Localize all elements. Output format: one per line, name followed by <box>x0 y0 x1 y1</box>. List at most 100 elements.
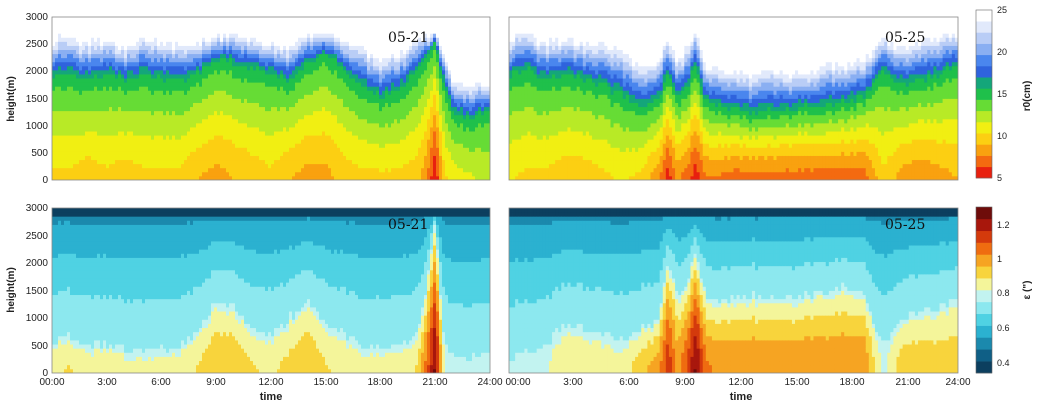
heatmap-cell <box>58 147 62 152</box>
heatmap-cell <box>136 122 140 128</box>
heatmap-cell <box>127 106 131 112</box>
heatmap-cell <box>139 106 143 112</box>
heatmap-cell <box>154 29 158 34</box>
heatmap-cell <box>235 167 239 173</box>
heatmap-cell <box>193 135 197 140</box>
heatmap-cell <box>292 98 296 103</box>
heatmap-cell <box>403 167 407 173</box>
heatmap-cell <box>295 135 299 140</box>
heatmap-cell <box>205 102 209 108</box>
heatmap-cell <box>421 163 425 169</box>
heatmap-cell <box>175 102 179 108</box>
heatmap-cell <box>103 102 107 108</box>
heatmap-cell <box>154 114 158 120</box>
heatmap-cell <box>124 122 128 128</box>
heatmap-cell <box>376 171 380 177</box>
heatmap-cell <box>82 118 86 124</box>
heatmap-cell <box>325 45 329 51</box>
heatmap-cell <box>415 167 419 173</box>
heatmap-cell <box>304 135 308 140</box>
heatmap-cell <box>160 82 164 87</box>
heatmap-cell <box>265 37 269 42</box>
heatmap-cell <box>271 25 275 30</box>
heatmap-cell <box>253 155 257 161</box>
heatmap-cell <box>271 41 275 46</box>
heatmap-cell <box>343 25 347 30</box>
heatmap-cell <box>247 122 251 128</box>
heatmap-cell <box>382 25 386 30</box>
heatmap-cell <box>142 17 146 22</box>
heatmap-cell <box>106 41 110 46</box>
heatmap-cell <box>316 74 320 79</box>
heatmap-cell <box>298 29 302 34</box>
heatmap-cell <box>331 69 335 75</box>
heatmap-cell <box>292 17 296 22</box>
heatmap-cell <box>181 114 185 120</box>
heatmap-cell <box>52 167 56 173</box>
heatmap-cell <box>109 118 113 124</box>
heatmap-cell <box>358 135 362 140</box>
heatmap-cell <box>274 131 278 136</box>
heatmap-cell <box>352 25 356 30</box>
heatmap-cell <box>124 114 128 120</box>
heatmap-cell <box>298 102 302 108</box>
heatmap-cell <box>259 82 263 87</box>
heatmap-cell <box>85 78 89 83</box>
heatmap-cell <box>280 147 284 152</box>
heatmap-cell <box>181 65 185 71</box>
heatmap-cell <box>355 78 359 83</box>
heatmap-cell <box>130 29 134 34</box>
heatmap-cell <box>322 143 326 148</box>
heatmap-cell <box>187 106 191 112</box>
heatmap-cell <box>364 74 368 79</box>
heatmap-cell <box>220 17 224 22</box>
heatmap-cell <box>328 41 332 46</box>
heatmap-cell <box>235 74 239 79</box>
heatmap-cell <box>148 45 152 51</box>
heatmap-cell <box>403 29 407 34</box>
heatmap-cell <box>190 118 194 124</box>
heatmap-cell <box>223 45 227 51</box>
heatmap-cell <box>346 41 350 46</box>
heatmap-cell <box>142 57 146 63</box>
heatmap-cell <box>121 106 125 112</box>
heatmap-cell <box>148 171 152 177</box>
heatmap-cell <box>259 131 263 136</box>
heatmap-cell <box>133 17 137 22</box>
heatmap-cell <box>310 78 314 83</box>
heatmap-cell <box>316 131 320 136</box>
heatmap-cell <box>226 57 230 63</box>
heatmap-cell <box>397 78 401 83</box>
heatmap-cell <box>235 57 239 63</box>
heatmap-cell <box>388 102 392 108</box>
heatmap-cell <box>190 135 194 140</box>
heatmap-cell <box>94 155 98 161</box>
heatmap-cell <box>244 163 248 169</box>
heatmap-cell <box>370 94 374 99</box>
heatmap-cell <box>418 49 422 55</box>
heatmap-cell <box>262 139 266 144</box>
heatmap-cell <box>352 122 356 128</box>
heatmap-cell <box>61 86 65 91</box>
heatmap-cell <box>154 90 158 95</box>
heatmap-cell <box>145 69 149 75</box>
heatmap-cell <box>67 98 71 103</box>
heatmap-cell <box>187 17 191 22</box>
heatmap-cell <box>361 37 365 42</box>
heatmap-cell <box>235 175 239 180</box>
heatmap-cell <box>304 78 308 83</box>
heatmap-cell <box>361 151 365 156</box>
heatmap-cell <box>160 94 164 99</box>
heatmap-cell <box>247 25 251 30</box>
heatmap-cell <box>148 82 152 87</box>
heatmap-cell <box>100 118 104 124</box>
heatmap-cell <box>214 155 218 161</box>
heatmap-cell <box>295 33 299 38</box>
heatmap-cell <box>172 98 176 103</box>
heatmap-cell <box>298 118 302 124</box>
heatmap-cell <box>61 74 65 79</box>
heatmap-cell <box>70 17 74 22</box>
heatmap-cell <box>229 163 233 169</box>
heatmap-cell <box>382 171 386 177</box>
heatmap-cell <box>88 98 92 103</box>
